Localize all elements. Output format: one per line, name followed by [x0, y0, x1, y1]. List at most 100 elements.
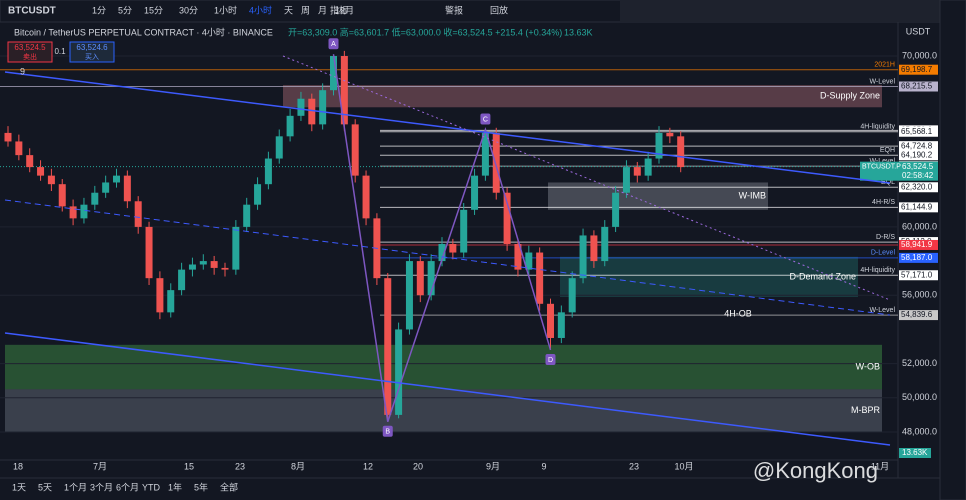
x-tick-label: 9月 [486, 461, 500, 471]
interval[interactable]: 4小时 [249, 4, 272, 15]
candle-body [91, 192, 99, 205]
buy-label[interactable]: 买入 [85, 53, 99, 61]
range-button[interactable]: 1年 [168, 481, 182, 492]
level-tag [899, 310, 938, 321]
symbol[interactable]: BTCUSDT [8, 6, 56, 17]
interval[interactable]: 周 [301, 5, 310, 15]
candle-body [471, 175, 479, 210]
sell-label[interactable]: 卖出 [23, 52, 37, 61]
candle-body [622, 167, 630, 193]
level-tag [899, 252, 938, 263]
buy-price[interactable]: 63,524.6 [76, 43, 108, 52]
x-tick-label: 10月 [674, 461, 693, 471]
interval[interactable]: 12月 [335, 5, 354, 15]
level-note: EQH [880, 147, 895, 154]
ob-label: 4H-OB [724, 308, 752, 318]
candle-body [395, 329, 403, 415]
pattern-label: C [483, 116, 488, 123]
candle-body [612, 192, 620, 227]
current-price: 63,524.5 [902, 162, 934, 171]
y-tick-label: 56,000.0 [902, 290, 937, 300]
zone [5, 344, 882, 390]
level-tag [899, 126, 938, 137]
range-button[interactable]: 5天 [38, 482, 52, 492]
candle-body [156, 278, 164, 313]
quantity[interactable]: 0.1 [54, 47, 66, 56]
candle-body [666, 132, 674, 137]
pattern-label: B [385, 429, 390, 436]
volume-label: 13.63K [902, 448, 928, 457]
range-button[interactable]: 3个月 [90, 482, 113, 492]
interval[interactable]: 5分 [118, 5, 132, 15]
range-button[interactable]: 全部 [220, 481, 238, 492]
level-tag [899, 202, 938, 213]
level-price: 65,568.1 [901, 127, 933, 136]
interval[interactable]: 天 [284, 5, 293, 15]
candle-body [275, 136, 283, 159]
candle-body [254, 184, 262, 205]
level-tag [899, 270, 938, 281]
candle-body [449, 243, 457, 253]
candle-body [503, 192, 511, 244]
candle-body [601, 226, 609, 262]
level-price: 58,941.9 [901, 240, 933, 249]
range-button[interactable]: 1天 [12, 482, 26, 492]
range-button[interactable]: 5年 [194, 481, 208, 492]
indicators[interactable]: 指标 [330, 4, 348, 15]
candle-body [102, 182, 110, 193]
zone-label: M-BPR [851, 405, 881, 415]
level-note: D-R/S [876, 234, 895, 241]
x-tick-label: 15 [184, 461, 194, 471]
level-tag [899, 81, 938, 92]
range-button[interactable]: 6个月 [116, 482, 139, 492]
candle-body [69, 206, 77, 219]
range-button[interactable]: YTD [142, 482, 161, 492]
zone-label: W-OB [856, 361, 880, 371]
candle-body [308, 98, 316, 125]
range-button[interactable]: 1个月 [64, 482, 87, 492]
sell-price[interactable]: 63,524.5 [14, 43, 46, 52]
candle-body [330, 56, 337, 91]
zone-label: D-Demand Zone [789, 271, 856, 281]
candle-body [145, 226, 153, 279]
x-tick-label: 12 [363, 461, 373, 471]
candle-body [460, 209, 468, 253]
zone [5, 389, 882, 432]
level-price: 68,215.5 [901, 82, 933, 91]
candle-body [579, 235, 587, 279]
current-tag [860, 161, 938, 181]
level-price: 69,198.7 [901, 65, 933, 74]
legend-ohlc: 开=63,309.0 高=63,601.7 低=63,000.0 收=63,52… [288, 26, 562, 37]
candle-body [427, 261, 435, 296]
pattern-label: D [548, 357, 553, 364]
interval[interactable]: 30分 [179, 5, 198, 15]
interval[interactable]: 1小时 [214, 4, 237, 15]
level-note: W-Level [869, 307, 895, 314]
x-tick-label: 11月 [871, 461, 889, 471]
candle-body [221, 267, 229, 270]
buy-button[interactable] [69, 41, 115, 63]
level-note: 4H-liquidity [860, 267, 895, 274]
replay[interactable]: 回放 [490, 4, 508, 15]
level-tag [899, 182, 938, 193]
legend-volume: 13.63K [564, 27, 593, 37]
interval[interactable]: 月 [318, 5, 327, 15]
level-price: 57,171.0 [901, 270, 933, 279]
candle-body [547, 303, 554, 338]
alerts[interactable]: 警报 [445, 4, 463, 15]
current-symbol: BTCUSDT.P [862, 164, 901, 171]
level-note: 4H-R/S [872, 199, 895, 206]
volume-tag [899, 448, 931, 458]
dotted-line [282, 55, 891, 301]
candle-body [167, 290, 175, 313]
interval[interactable]: 1分 [92, 5, 106, 15]
sell-button[interactable] [7, 41, 53, 63]
candle-body [113, 175, 120, 183]
candle-body [286, 115, 294, 137]
candle-body [80, 204, 88, 219]
trend-line [4, 332, 891, 446]
zone-label: D-Supply Zone [820, 91, 880, 101]
interval[interactable]: 15分 [144, 5, 163, 15]
level-tag [899, 64, 938, 75]
